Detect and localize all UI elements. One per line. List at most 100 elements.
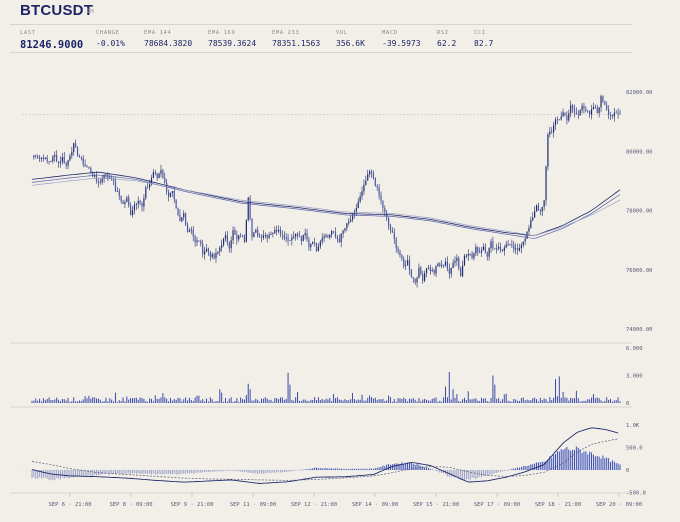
volume-bar	[126, 396, 128, 403]
volume-bar	[215, 401, 217, 403]
macd-histogram-bar	[422, 466, 424, 470]
volume-bar	[279, 397, 281, 403]
macd-histogram-bar	[285, 470, 287, 472]
volume-bar	[61, 399, 63, 403]
volume-bar	[473, 398, 475, 403]
stat-value: 82.7	[474, 39, 494, 48]
volume-bar	[408, 398, 410, 403]
candle-body	[613, 112, 615, 117]
macd-histogram-bar	[116, 470, 118, 474]
macd-histogram-bar	[65, 470, 67, 478]
candle-body	[395, 239, 397, 249]
volume-bar	[374, 397, 376, 403]
candle-body	[156, 173, 158, 179]
macd-histogram-bar	[63, 470, 65, 479]
candle-body	[363, 184, 365, 192]
candle-body	[213, 254, 215, 259]
candle-body	[295, 233, 297, 237]
macd-histogram-bar	[441, 470, 443, 474]
macd-histogram-bar	[585, 451, 587, 470]
macd-histogram-bar	[553, 454, 555, 470]
macd-histogram-bar	[562, 449, 564, 470]
volume-bar	[583, 400, 585, 403]
macd-histogram-bar	[359, 468, 361, 470]
x-tick-label: SEP 8 · 09:00	[109, 502, 152, 508]
volume-bar	[511, 401, 513, 403]
volume-bar	[221, 392, 223, 403]
candle-body	[598, 107, 600, 114]
volume-bar	[139, 397, 141, 403]
macd-histogram-bar	[162, 470, 164, 475]
x-tick-label: SEP 14 · 09:00	[352, 502, 398, 508]
macd-histogram-bar	[289, 470, 291, 472]
candle-body	[344, 228, 346, 231]
candle-body	[461, 265, 464, 277]
volume-bar	[380, 399, 382, 403]
volume-bar	[460, 401, 462, 403]
candle-body	[319, 241, 321, 247]
macd-histogram-bar	[361, 468, 363, 470]
macd-histogram-bar	[223, 470, 225, 472]
candle-body	[338, 239, 340, 242]
macd-histogram-bar	[348, 469, 350, 470]
macd-histogram-bar	[75, 470, 77, 477]
candle-body	[359, 196, 361, 202]
candle-body	[109, 177, 111, 179]
volume-bar	[137, 399, 139, 403]
candle-body	[378, 187, 380, 196]
candle-body	[581, 105, 583, 111]
volume-bar	[454, 397, 456, 403]
volume-bar	[226, 401, 228, 403]
candle-body	[241, 235, 244, 237]
volume-bar	[75, 401, 77, 403]
macd-histogram-bar	[615, 463, 617, 470]
x-tick-label: SEP 6 · 21:00	[48, 502, 91, 508]
candle-body	[300, 236, 302, 241]
volume-bar	[114, 392, 116, 403]
macd-histogram-bar	[352, 468, 354, 470]
macd-histogram-bar	[175, 470, 177, 475]
stat-last: LAST 81246.9000	[20, 30, 83, 51]
volume-bar	[606, 397, 608, 403]
macd-histogram-bar	[200, 470, 202, 473]
candle-body	[505, 244, 507, 248]
volume-bar	[321, 398, 323, 403]
macd-histogram-bar	[479, 470, 481, 477]
macd-histogram-bar	[426, 467, 428, 470]
macd-histogram-bar	[488, 470, 490, 476]
candle-body	[84, 164, 86, 167]
header-divider	[10, 24, 632, 25]
volume-bar	[270, 399, 272, 403]
candle-body	[171, 191, 173, 193]
volume-bar	[604, 400, 606, 403]
macd-histogram-bar	[113, 470, 115, 474]
volume-bar	[331, 401, 333, 403]
volume-bar	[88, 395, 90, 403]
volume-bar	[353, 399, 355, 403]
symbol-title: BTCUSDT	[20, 2, 94, 19]
volume-bar	[58, 399, 60, 403]
timeframe-label[interactable]: 1H	[86, 8, 95, 15]
candle-body	[571, 105, 574, 109]
x-tick-label: SEP 9 · 21:00	[170, 502, 213, 508]
macd-histogram-bar	[549, 456, 551, 470]
volume-bar	[319, 400, 321, 403]
volume-bar	[274, 398, 276, 403]
volume-bar	[336, 397, 338, 403]
candle-body	[118, 190, 120, 196]
candle-body	[245, 220, 247, 242]
candle-body	[554, 119, 557, 126]
candle-body	[276, 229, 278, 232]
volume-bar	[261, 398, 263, 403]
macd-histogram-bar	[547, 459, 549, 470]
candle-body	[243, 235, 246, 242]
volume-bar	[573, 398, 575, 403]
candle-body	[44, 157, 46, 160]
volume-bar	[268, 400, 270, 403]
macd-histogram-bar	[314, 467, 316, 470]
macd-histogram-bar	[471, 470, 473, 478]
macd-histogram-bar	[323, 468, 325, 470]
macd-histogram-bar	[46, 470, 48, 479]
macd-histogram-bar	[498, 470, 500, 473]
